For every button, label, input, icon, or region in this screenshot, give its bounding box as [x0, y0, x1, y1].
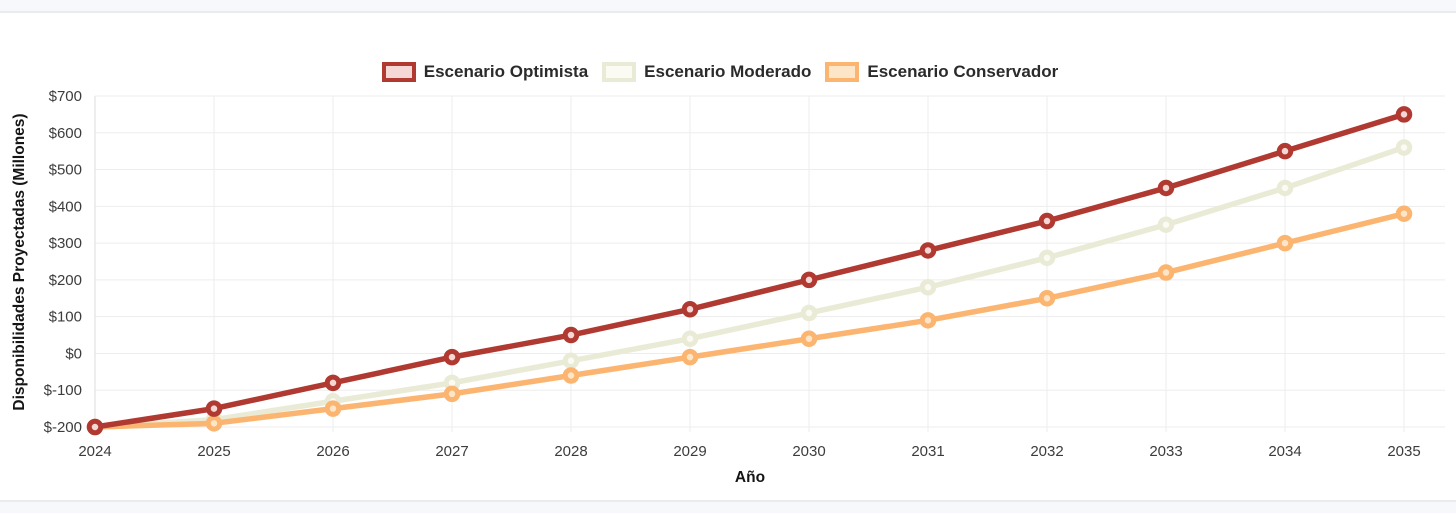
data-point: [1157, 179, 1175, 197]
data-point: [800, 330, 818, 347]
data-point: [1276, 179, 1294, 197]
legend-item-1[interactable]: Escenario Optimista: [381, 62, 589, 82]
y-tick-label: $500: [49, 162, 82, 179]
data-point: [1038, 290, 1056, 307]
y-tick-label: $700: [49, 88, 82, 105]
legend-swatch: [381, 62, 416, 82]
x-tick-label: 2029: [673, 443, 706, 460]
axis-tick-labels: $700 $600 $500 $400 $300 $200 $100 $0 $-100 $-200…: [44, 88, 1421, 460]
data-point: [443, 385, 461, 403]
y-tick-label: $600: [49, 125, 82, 142]
series-1: [86, 106, 1413, 436]
data-point: [324, 374, 342, 392]
data-point: [1276, 234, 1294, 252]
y-tick-label: $-100: [44, 382, 82, 399]
data-point: [1395, 205, 1413, 222]
legend-label: Escenario Conservador: [867, 62, 1059, 81]
legend-label: Escenario Moderado: [644, 62, 812, 81]
data-point: [443, 348, 461, 366]
data-point: [800, 304, 818, 322]
data-point: [562, 326, 580, 344]
legend-item-3[interactable]: Escenario Conservador: [825, 62, 1058, 82]
chart-series: [86, 106, 1413, 436]
data-point: [681, 301, 699, 318]
legend-item-2[interactable]: Escenario Moderado: [602, 62, 811, 82]
data-point: [681, 348, 699, 366]
y-tick-label: $300: [49, 235, 82, 252]
x-tick-label: 2032: [1030, 443, 1063, 460]
top-bar: [0, 0, 1456, 13]
x-axis-title: Año: [735, 469, 765, 486]
chart-legend: Escenario Optimista Escenario Moderado Esc…: [0, 62, 1440, 82]
bottom-bar: [0, 500, 1456, 513]
x-tick-label: 2035: [1387, 443, 1420, 460]
y-tick-label: $100: [49, 309, 82, 326]
legend-label: Escenario Optimista: [423, 62, 589, 81]
x-tick-label: 2026: [316, 443, 349, 460]
y-tick-label: $400: [49, 198, 82, 215]
data-point: [1276, 142, 1294, 160]
data-point: [562, 367, 580, 384]
x-tick-label: 2030: [792, 443, 825, 460]
data-point: [205, 400, 223, 417]
x-tick-label: 2034: [1268, 443, 1301, 460]
data-point: [1395, 139, 1413, 156]
data-point: [86, 418, 104, 436]
series-2: [86, 139, 1413, 436]
legend-swatch: [602, 62, 637, 82]
data-point: [919, 312, 937, 329]
grid-lines: [94, 95, 1445, 432]
data-point: [562, 352, 580, 370]
data-point: [205, 415, 223, 432]
x-tick-label: 2024: [78, 443, 111, 460]
x-tick-label: 2028: [554, 443, 587, 460]
data-point: [800, 271, 818, 289]
data-point: [324, 400, 342, 417]
x-tick-label: 2033: [1149, 443, 1182, 460]
y-axis-title: Disponibilidades Proyectadas (Millones): [11, 113, 28, 410]
data-point: [1038, 212, 1056, 230]
data-point: [919, 242, 937, 259]
data-point: [1038, 249, 1056, 267]
legend-swatch: [825, 62, 860, 82]
y-tick-label: $-200: [44, 419, 82, 436]
data-point: [1395, 106, 1413, 123]
data-point: [919, 278, 937, 296]
x-tick-label: 2025: [197, 443, 230, 460]
series-3: [86, 205, 1413, 436]
data-point: [1157, 264, 1175, 281]
data-point: [681, 330, 699, 347]
data-point: [1157, 216, 1175, 233]
y-tick-label: $0: [65, 345, 82, 362]
x-tick-label: 2031: [911, 443, 944, 460]
x-tick-label: 2027: [435, 443, 468, 460]
y-tick-label: $200: [49, 272, 82, 289]
